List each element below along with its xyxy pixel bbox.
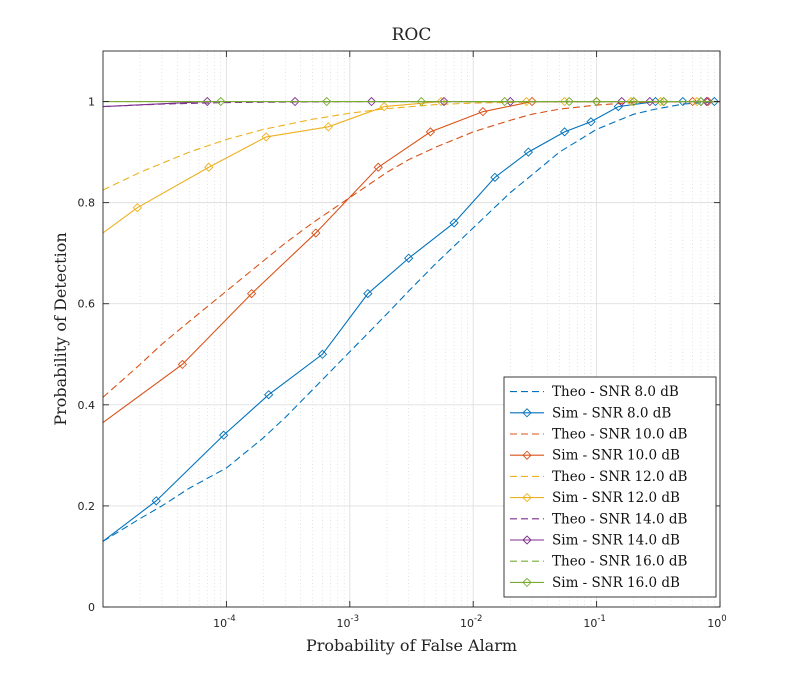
data-point-marker: [522, 408, 532, 418]
data-point-marker: [204, 162, 214, 172]
data-point-marker: [522, 577, 532, 588]
legend-item: Theo - SNR 10.0 dB: [510, 427, 687, 443]
data-point-marker: [703, 96, 713, 107]
data-point-marker: [261, 132, 271, 142]
data-point-marker: [655, 96, 666, 107]
data-point-marker: [687, 96, 698, 107]
data-point-marker: [202, 96, 212, 107]
data-point-marker: [678, 96, 688, 107]
y-tick-label: 0.8: [78, 197, 96, 210]
data-point-marker: [132, 203, 143, 213]
data-point-marker: [586, 117, 596, 127]
legend-label: Sim - SNR 16.0 dB: [552, 575, 680, 591]
y-tick-label: 0.4: [78, 399, 96, 412]
data-point-marker: [311, 228, 321, 238]
data-point-marker: [219, 430, 229, 440]
legend-item: Sim - SNR 10.0 dB: [510, 448, 680, 464]
data-point-marker: [436, 96, 446, 107]
legend-box: [503, 376, 717, 598]
x-tick-label: 10-4: [213, 614, 235, 630]
y-axis-label: Probability of Detection: [51, 232, 70, 425]
x-tick-label: 10-1: [583, 614, 605, 630]
series-layer: [102, 96, 721, 542]
data-point-marker: [379, 101, 389, 112]
legend-label: Theo - SNR 14.0 dB: [552, 511, 687, 527]
legend-label: Theo - SNR 16.0 dB: [552, 554, 687, 570]
y-tick-label: 0.2: [78, 500, 96, 513]
axis-ticks: 10-4 10-3 10-2 10-1 100 0 0.2 0.4 0.6 0.8 1: [78, 51, 727, 630]
data-point-marker: [246, 288, 257, 299]
data-point-marker: [626, 96, 636, 107]
data-point-marker: [216, 96, 226, 107]
legend-item: Sim - SNR 12.0 dB: [510, 490, 680, 506]
legend-label: Sim - SNR 12.0 dB: [552, 490, 680, 506]
data-point-marker: [522, 492, 532, 503]
x-axis-label: Probability of False Alarm: [306, 636, 517, 655]
data-point-marker: [709, 96, 719, 107]
legend-label: Theo - SNR 10.0 dB: [552, 427, 687, 443]
x-tick-label: 10-3: [337, 614, 359, 630]
data-point-marker: [425, 127, 436, 137]
data-point-marker: [449, 218, 459, 228]
data-point-marker: [692, 96, 702, 107]
data-point-marker: [177, 359, 188, 370]
data-point-marker: [564, 96, 574, 107]
legend-item: Theo - SNR 16.0 dB: [510, 554, 687, 570]
data-point-marker: [439, 96, 449, 107]
data-point-marker: [500, 96, 510, 107]
data-point-marker: [521, 96, 532, 107]
data-point-marker: [629, 96, 639, 107]
x-tick-label: 10-2: [460, 614, 482, 630]
x-tick-label: 100: [707, 614, 726, 630]
legend-item: Sim - SNR 16.0 dB: [510, 575, 680, 591]
legend-label: Theo - SNR 8.0 dB: [552, 384, 679, 400]
data-point-marker: [659, 96, 669, 107]
legend-label: Sim - SNR 8.0 dB: [552, 405, 671, 421]
data-point-marker: [645, 96, 655, 107]
y-tick-label: 0.6: [78, 298, 96, 311]
y-tick-label: 0: [88, 601, 95, 614]
data-point-marker: [290, 96, 300, 107]
data-point-marker: [404, 253, 414, 263]
data-point-marker: [591, 96, 602, 107]
series-line: [102, 101, 721, 542]
data-point-marker: [151, 496, 161, 506]
data-point-marker: [490, 172, 500, 183]
data-point-marker: [617, 96, 627, 107]
legend-label: Theo - SNR 12.0 dB: [552, 469, 687, 485]
data-point-marker: [559, 96, 570, 107]
series-1: [102, 101, 721, 542]
data-point-marker: [366, 96, 377, 107]
data-point-marker: [478, 107, 488, 117]
legend-label: Sim - SNR 14.0 dB: [552, 533, 680, 549]
series-10: [103, 96, 720, 107]
series-line: [102, 101, 720, 398]
legend-item: Sim - SNR 8.0 dB: [510, 405, 671, 421]
data-point-marker: [264, 390, 274, 400]
data-point-marker: [522, 450, 532, 460]
legend-item: Theo - SNR 12.0 dB: [510, 469, 687, 485]
legend-item: Theo - SNR 8.0 dB: [510, 384, 679, 400]
data-point-marker: [522, 535, 532, 545]
data-point-marker: [322, 96, 332, 107]
data-point-marker: [416, 96, 426, 107]
y-tick-label: 1: [88, 96, 95, 109]
data-point-marker: [363, 288, 373, 299]
data-point-marker: [317, 349, 328, 359]
data-point-marker: [373, 162, 383, 172]
data-point-marker: [523, 147, 534, 157]
legend-item: Theo - SNR 14.0 dB: [510, 511, 687, 527]
series-3: [102, 101, 720, 398]
data-point-marker: [323, 122, 333, 132]
chart-title: ROC: [392, 25, 432, 45]
legend-label: Sim - SNR 10.0 dB: [552, 448, 680, 464]
legend: Theo - SNR 8.0 dB Sim - SNR 8.0 dB Theo - …: [503, 376, 717, 598]
plot-frame: [102, 50, 721, 608]
legend-item: Sim - SNR 14.0 dB: [510, 533, 680, 549]
data-point-marker: [696, 96, 706, 107]
data-point-marker: [559, 127, 570, 137]
